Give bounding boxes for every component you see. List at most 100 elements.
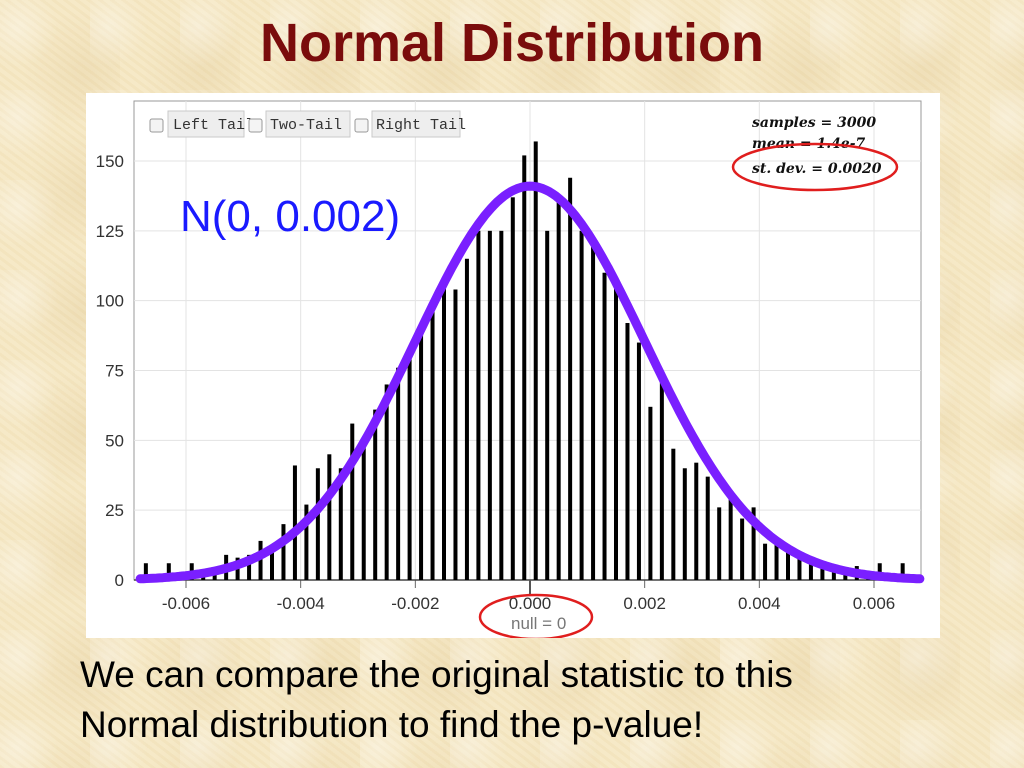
x-tick-label: -0.006	[162, 594, 210, 613]
label-layer: 0 25 50 75 100 125 150 -0.006 -0.004 -0.002 0.000 0…	[96, 152, 896, 613]
histogram-bar	[671, 448, 676, 580]
stdev-highlight-circle	[731, 142, 899, 192]
histogram-bar	[258, 540, 263, 580]
histogram-bar	[602, 272, 607, 580]
histogram-bar	[579, 230, 584, 581]
bars-layer	[143, 141, 905, 581]
histogram-bar	[808, 560, 813, 580]
histogram-bar	[740, 518, 745, 580]
histogram-bar	[843, 571, 848, 580]
histogram-bar	[728, 496, 733, 580]
histogram-bar	[545, 230, 550, 581]
histogram-bar	[327, 454, 332, 580]
histogram-bar	[304, 504, 309, 580]
histogram-bar	[476, 230, 481, 581]
histogram-bar	[510, 197, 515, 580]
x-tick-label: 0.000	[509, 594, 552, 613]
histogram-bar	[877, 563, 882, 580]
histogram-bar	[396, 367, 401, 580]
histogram-bar	[212, 574, 217, 580]
normal-fit-curve	[135, 181, 925, 584]
y-tick-label: 125	[96, 222, 124, 241]
distribution-annotation: N(0, 0.002)	[180, 192, 400, 241]
histogram-bar	[831, 571, 836, 580]
histogram-bar	[705, 476, 710, 580]
histogram-bar	[751, 507, 756, 580]
histogram-bar	[407, 356, 412, 580]
stats-stdev: st. dev. = 0.0020	[752, 161, 882, 177]
x-tick-label: 0.006	[853, 594, 896, 613]
histogram-bar	[786, 549, 790, 580]
histogram-bar	[419, 323, 424, 580]
histogram-bar	[591, 244, 596, 581]
histogram-bar	[166, 563, 171, 580]
left-tail-control[interactable]: Left Tail	[149, 110, 254, 138]
histogram-bar	[556, 200, 561, 580]
histogram-bar	[763, 543, 768, 580]
histogram-bar	[143, 563, 148, 580]
histogram-bar	[820, 563, 825, 580]
stats-samples: samples = 3000	[752, 115, 876, 131]
histogram-bar	[315, 468, 320, 580]
histogram-bar	[522, 155, 527, 580]
x-tick-label: 0.004	[738, 594, 781, 613]
right-tail-button-bg[interactable]	[371, 110, 461, 138]
x-tick-label: -0.002	[391, 594, 439, 613]
chart-svg: 0 25 50 75 100 125 150 -0.006 -0.004 -0.002 0.000 0…	[96, 100, 925, 638]
histogram-bar	[430, 303, 435, 580]
histogram-bar	[350, 423, 355, 580]
histogram-bar	[900, 563, 905, 580]
slide-caption: We can compare the original statistic to…	[80, 650, 980, 750]
histogram-bar	[648, 406, 653, 580]
histogram-bar	[384, 384, 389, 580]
right-tail-checkbox[interactable]	[354, 118, 369, 133]
simulation-panel: 0 25 50 75 100 125 150 -0.006 -0.004 -0.002 0.000 0…	[86, 93, 940, 638]
histogram-bar	[201, 577, 206, 580]
histogram-bar	[281, 524, 286, 580]
histogram-bar	[774, 540, 779, 580]
histogram-bar	[453, 289, 458, 580]
histogram-bar	[373, 409, 378, 580]
histogram-bar	[717, 507, 722, 580]
null-value-label: null = 0	[511, 614, 566, 633]
two-tail-button-bg[interactable]	[265, 110, 351, 138]
two-tail-control[interactable]: Two-Tail	[248, 110, 351, 138]
null-highlight-circle	[478, 593, 594, 638]
left-tail-checkbox[interactable]	[149, 118, 164, 133]
histogram-bar	[499, 230, 504, 581]
plot-frame	[133, 100, 922, 581]
x-tick-label: 0.002	[623, 594, 666, 613]
grid-layer	[133, 100, 922, 581]
y-tick-label: 50	[105, 431, 124, 450]
histogram-bar	[682, 468, 687, 580]
y-tick-label: 75	[105, 362, 124, 381]
two-tail-label[interactable]: Two-Tail	[270, 117, 342, 134]
caption-line-1: We can compare the original statistic to…	[80, 654, 793, 695]
histogram-bar	[292, 465, 297, 580]
y-tick-label: 150	[96, 152, 124, 171]
slide-title: Normal Distribution	[259, 13, 764, 73]
histogram-bar	[487, 230, 492, 581]
right-tail-control[interactable]: Right Tail	[354, 110, 466, 138]
curve-layer	[135, 181, 925, 584]
left-tail-button-bg[interactable]	[167, 110, 245, 138]
histogram-bar	[694, 462, 699, 580]
histogram-bar	[659, 378, 664, 580]
left-tail-label[interactable]: Left Tail	[173, 117, 254, 134]
y-tick-label: 25	[105, 501, 124, 520]
histogram-bar	[464, 258, 469, 580]
right-tail-label[interactable]: Right Tail	[376, 117, 466, 134]
histogram-bar	[614, 283, 618, 580]
histogram-bar	[338, 468, 343, 580]
histogram-bar	[361, 443, 366, 580]
histogram-bar	[533, 141, 538, 581]
histogram-bar	[247, 554, 252, 580]
histogram-bar	[636, 342, 641, 580]
caption-line-2: Normal distribution to find the p-value!	[80, 704, 704, 745]
y-tick-label: 100	[96, 292, 124, 311]
histogram-bar	[625, 323, 630, 580]
histogram-bar	[270, 549, 274, 580]
two-tail-checkbox[interactable]	[248, 118, 263, 133]
histogram-bar	[568, 177, 573, 580]
x-tick-label: -0.004	[277, 594, 325, 613]
